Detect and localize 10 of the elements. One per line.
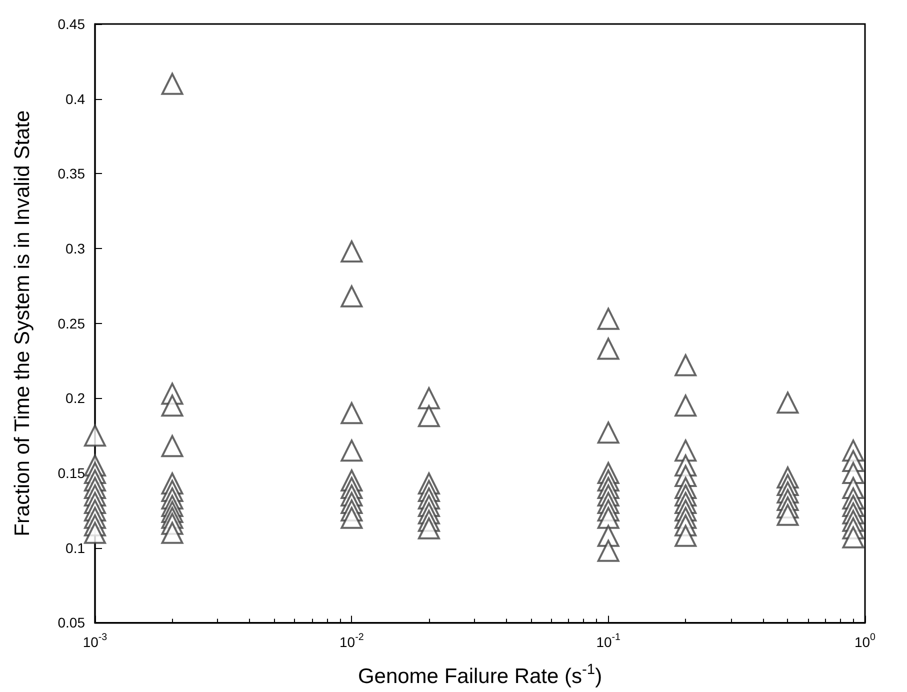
y-tick-label: 0.45 — [58, 16, 86, 32]
y-tick-label: 0.2 — [66, 390, 86, 406]
y-tick-label: 0.4 — [66, 90, 86, 107]
y-tick-label: 0.1 — [66, 540, 86, 556]
y-tick-label: 0.35 — [58, 166, 86, 182]
y-tick-label: 0.25 — [58, 315, 86, 332]
y-tick-label: 0.05 — [58, 614, 86, 631]
y-tick-label: 0.3 — [66, 240, 86, 257]
y-tick-label: 0.15 — [58, 465, 86, 482]
y-axis-title: Fraction of Time the System is in Invalid State — [11, 110, 34, 536]
